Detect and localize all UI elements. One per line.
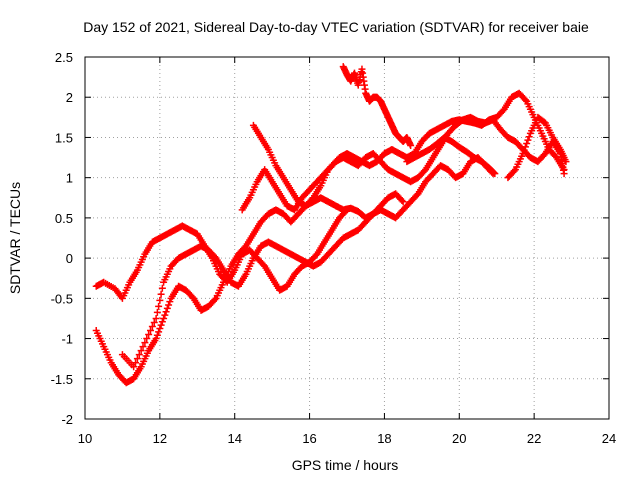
point-marker <box>407 141 415 149</box>
point-marker <box>491 170 499 178</box>
point-marker <box>165 301 173 309</box>
point-marker <box>155 328 163 336</box>
x-tick-label: 22 <box>527 431 541 446</box>
point-marker <box>158 318 166 326</box>
point-marker <box>157 321 165 329</box>
plot-frame <box>84 56 610 420</box>
point-marker <box>132 359 140 367</box>
series-track-7 <box>403 133 499 178</box>
series-track-4 <box>238 89 568 214</box>
point-marker <box>155 302 163 310</box>
series-track-8 <box>504 113 570 182</box>
point-marker <box>521 96 529 104</box>
point-marker <box>153 331 161 339</box>
point-marker <box>130 363 138 371</box>
point-marker <box>525 133 533 141</box>
point-marker <box>163 304 171 312</box>
x-axis-label: GPS time / hours <box>292 457 399 473</box>
series-track-3 <box>118 154 497 371</box>
axis-ticks <box>84 56 610 420</box>
x-tick-label: 24 <box>602 431 616 446</box>
data-points <box>92 63 570 387</box>
point-marker <box>399 198 407 206</box>
point-marker <box>560 170 568 178</box>
point-marker <box>520 146 528 154</box>
y-tick-label: 2.5 <box>55 50 73 65</box>
y-axis-label: SDTVAR / TECUs <box>7 182 23 294</box>
x-tick-label: 16 <box>302 431 316 446</box>
point-marker <box>161 311 169 319</box>
point-marker <box>157 290 165 298</box>
y-tick-labels: -2 -1.5 -1 -0.5 0 0.5 1 1.5 2 2.5 <box>51 50 73 427</box>
point-marker <box>166 298 174 306</box>
point-marker <box>141 339 149 347</box>
point-marker <box>148 322 156 330</box>
point-marker <box>521 143 529 151</box>
point-marker <box>510 167 518 175</box>
point-marker <box>150 318 158 326</box>
chart-title: Day 152 of 2021, Sidereal Day-to-day VTE… <box>83 19 589 35</box>
y-tick-label: 0.5 <box>55 211 73 226</box>
x-tick-label: 10 <box>78 431 92 446</box>
x-tick-label: 12 <box>153 431 167 446</box>
series-track-6 <box>339 63 415 149</box>
point-marker <box>523 139 531 147</box>
x-tick-label: 14 <box>227 431 241 446</box>
point-marker <box>490 169 498 177</box>
point-marker <box>156 296 164 304</box>
y-tick-label: 0 <box>66 251 73 266</box>
point-marker <box>152 335 160 343</box>
point-marker <box>211 296 219 304</box>
y-tick-label: 1 <box>66 171 73 186</box>
y-tick-label: -2 <box>61 412 73 427</box>
point-marker <box>158 284 166 292</box>
point-marker <box>137 347 145 355</box>
point-marker <box>156 325 164 332</box>
y-tick-label: 2 <box>66 90 73 105</box>
point-marker <box>145 331 153 339</box>
point-marker <box>143 335 151 343</box>
point-marker <box>524 136 532 144</box>
x-tick-labels: 10 12 14 16 18 20 22 24 <box>78 431 616 446</box>
y-tick-label: -1.5 <box>51 372 73 387</box>
point-marker <box>162 308 170 316</box>
series-track-5 <box>249 113 568 210</box>
y-tick-label: -0.5 <box>51 291 73 306</box>
point-marker <box>152 314 160 322</box>
point-marker <box>160 314 168 322</box>
point-marker <box>562 158 570 166</box>
point-marker <box>153 308 161 316</box>
point-marker <box>398 196 406 204</box>
point-marker <box>135 351 143 359</box>
point-marker <box>133 355 141 363</box>
x-tick-label: 18 <box>377 431 391 446</box>
x-tick-label: 20 <box>452 431 466 446</box>
y-tick-label: -1 <box>61 332 73 347</box>
point-marker <box>519 150 527 158</box>
point-marker <box>139 343 147 351</box>
y-tick-label: 1.5 <box>55 130 73 145</box>
point-marker <box>147 327 154 335</box>
